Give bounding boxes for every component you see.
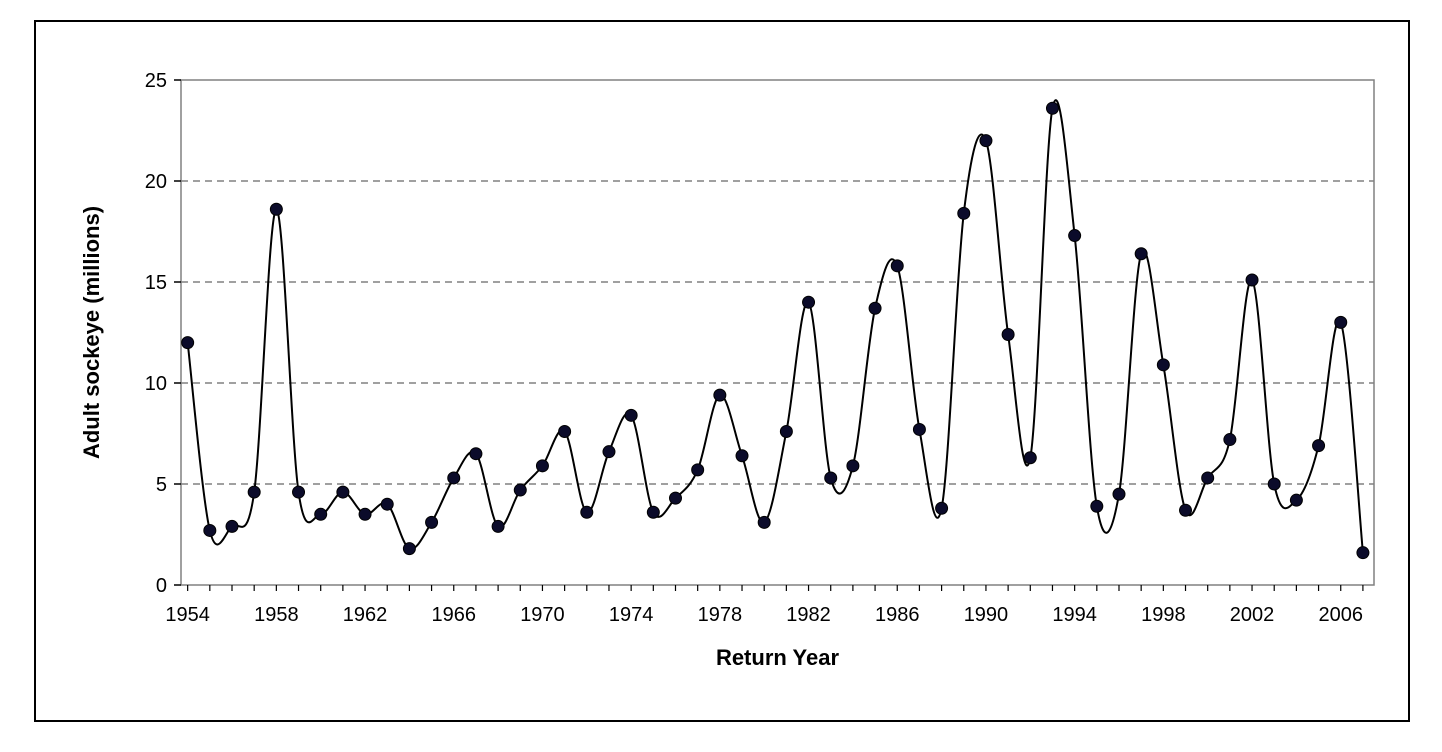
data-point-1974 [624,408,638,422]
data-point-1972 [580,505,594,519]
x-tick-label-1998: 1998 [1141,604,1186,626]
x-tick-label-1990: 1990 [964,604,1009,626]
plot-area [180,79,1375,586]
tick-labels: 0 5 10 15 20 25 1954 1958 1962 1966 1970 1974 1978 19… [145,70,1363,626]
x-tick-label-2002: 2002 [1230,604,1275,626]
data-point-1970 [535,459,549,473]
data-point-2001 [1223,433,1237,447]
y-tick-label-10: 10 [145,373,167,395]
data-point-1975 [646,505,660,519]
data-point-1962 [358,507,372,521]
data-point-1977 [691,463,705,477]
data-point-1992 [1023,451,1037,465]
data-point-1991 [1001,328,1015,342]
y-tick-label-15: 15 [145,272,167,294]
data-point-2003 [1267,477,1281,491]
x-tick-label-1974: 1974 [609,604,654,626]
data-point-1985 [868,301,882,315]
data-point-1997 [1134,247,1148,261]
x-tick-label-1986: 1986 [875,604,920,626]
data-point-2007 [1356,546,1370,560]
data-point-1971 [558,424,572,438]
data-point-1983 [824,471,838,485]
data-point-2000 [1201,471,1215,485]
data-point-1966 [447,471,461,485]
data-point-1963 [380,497,394,511]
data-point-2005 [1312,439,1326,453]
data-point-1957 [247,485,261,499]
chart-frame: 0 5 10 15 20 25 1954 1958 1962 1966 1970 1974 1978 19… [34,20,1410,722]
data-point-1978 [713,388,727,402]
data-point-1968 [491,519,505,533]
data-point-1956 [225,519,239,533]
series-line [186,99,1364,553]
x-tick-label-1966: 1966 [431,604,476,626]
data-point-1984 [846,459,860,473]
data-point-1979 [735,449,749,463]
data-points [181,101,1370,560]
data-point-1996 [1112,487,1126,501]
data-point-1994 [1068,229,1082,243]
x-tick-label-2006: 2006 [1318,604,1363,626]
data-point-2002 [1245,273,1259,287]
data-point-1969 [513,483,527,497]
y-tick-label-5: 5 [156,474,167,496]
y-tick-label-20: 20 [145,171,167,193]
data-point-2004 [1289,493,1303,507]
data-point-1987 [912,422,926,436]
data-point-1981 [779,424,793,438]
data-point-1958 [269,202,283,216]
y-tick-label-0: 0 [156,575,167,597]
x-axis-title: Return Year [716,645,840,670]
axis-ticks [174,79,1364,591]
x-tick-label-1962: 1962 [343,604,388,626]
data-point-1976 [668,491,682,505]
x-tick-label-1978: 1978 [698,604,743,626]
x-tick-label-1958: 1958 [254,604,299,626]
data-point-1980 [757,515,771,529]
data-point-1973 [602,445,616,459]
x-tick-label-1954: 1954 [165,604,210,626]
data-point-1986 [890,259,904,273]
data-point-1982 [802,295,816,309]
data-point-1964 [402,542,416,556]
data-point-1999 [1179,503,1193,517]
y-tick-label-25: 25 [145,70,167,92]
data-point-1990 [979,134,993,148]
data-point-1998 [1156,358,1170,372]
data-point-1965 [425,515,439,529]
data-point-1961 [336,485,350,499]
data-point-1995 [1090,499,1104,513]
data-point-1960 [314,507,328,521]
x-tick-label-1982: 1982 [786,604,831,626]
data-point-1993 [1045,101,1059,115]
y-axis-title: Adult sockeye (millions) [79,206,104,459]
data-point-1967 [469,447,483,461]
gridlines [181,180,1374,485]
data-point-1959 [292,485,306,499]
data-point-1988 [935,501,949,515]
x-tick-label-1994: 1994 [1052,604,1097,626]
x-tick-label-1970: 1970 [520,604,565,626]
data-point-1954 [181,336,195,350]
data-point-2006 [1334,315,1348,329]
data-point-1955 [203,523,217,537]
series-line-path [186,99,1364,553]
sockeye-chart: 0 5 10 15 20 25 1954 1958 1962 1966 1970 1974 1978 19… [79,70,1375,670]
data-point-1989 [957,206,971,220]
